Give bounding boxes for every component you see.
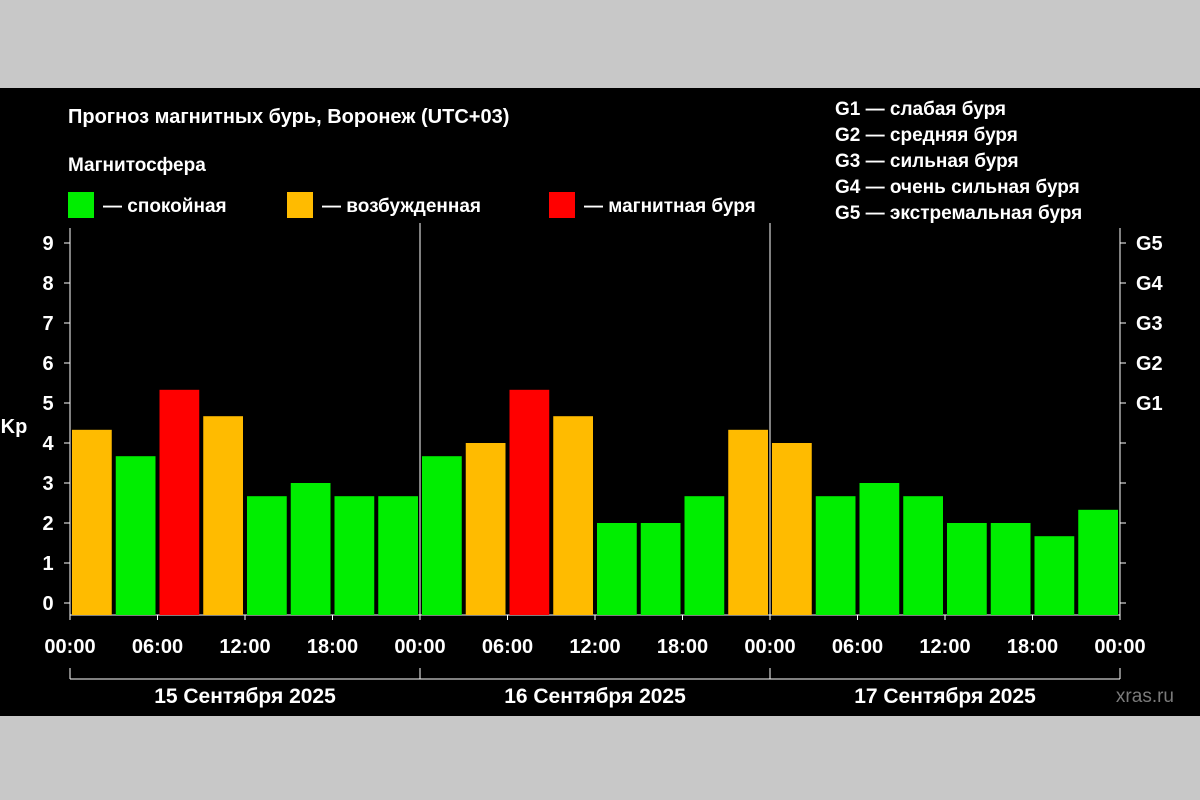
x-tick-label: 00:00 xyxy=(744,636,795,658)
kp-bar xyxy=(684,496,725,615)
kp-bar xyxy=(334,496,375,615)
legend-swatch xyxy=(287,192,313,218)
x-tick-label: 18:00 xyxy=(307,636,358,658)
legend-label: — возбужденная xyxy=(322,196,481,217)
kp-bar xyxy=(72,429,112,615)
x-tick-label: 00:00 xyxy=(1094,636,1145,658)
x-tick-label: 18:00 xyxy=(657,636,708,658)
day-label: 16 Сентября 2025 xyxy=(504,685,686,708)
kp-bar xyxy=(203,416,243,615)
kp-bar xyxy=(465,443,506,615)
right-tick-label: G3 xyxy=(1136,313,1163,335)
right-tick-label: G1 xyxy=(1136,393,1163,415)
kp-bar xyxy=(990,523,1031,615)
kp-bar xyxy=(815,496,856,615)
y-tick-label: 8 xyxy=(42,273,53,295)
y-tick-label: 2 xyxy=(42,513,53,535)
y-tick-label: 4 xyxy=(42,433,54,455)
chart-panel: Прогноз магнитных бурь, Воронеж (UTC+03)… xyxy=(0,88,1200,716)
kp-bar xyxy=(597,523,637,615)
right-tick-label: G5 xyxy=(1136,233,1163,255)
y-tick-label: 0 xyxy=(42,593,53,615)
x-tick-label: 00:00 xyxy=(394,636,445,658)
y-tick-label: 9 xyxy=(42,233,53,255)
legend-swatch xyxy=(68,192,94,218)
x-tick-label: 12:00 xyxy=(919,636,970,658)
g-scale-entry: G1 — слабая буря xyxy=(835,99,1006,120)
kp-bar xyxy=(290,483,331,615)
legend-swatch xyxy=(549,192,575,218)
chart-title: Прогноз магнитных бурь, Воронеж (UTC+03) xyxy=(68,106,509,128)
day-label: 15 Сентября 2025 xyxy=(154,685,336,708)
chart-svg: Прогноз магнитных бурь, Воронеж (UTC+03)… xyxy=(1,99,1174,708)
kp-bar xyxy=(553,416,593,615)
right-tick-label: G2 xyxy=(1136,353,1163,375)
kp-bar xyxy=(728,429,768,615)
y-axis-label: Kp xyxy=(1,416,28,438)
kp-bar xyxy=(859,483,900,615)
right-tick-label: G4 xyxy=(1136,273,1164,295)
kp-bar xyxy=(509,389,550,615)
kp-bar xyxy=(159,389,200,615)
kp-bar xyxy=(772,443,812,615)
g-scale-entry: G2 — средняя буря xyxy=(835,125,1018,146)
x-tick-label: 00:00 xyxy=(44,636,95,658)
y-tick-label: 3 xyxy=(42,473,53,495)
x-tick-label: 06:00 xyxy=(832,636,883,658)
x-tick-label: 12:00 xyxy=(219,636,270,658)
y-tick-label: 7 xyxy=(42,313,53,335)
day-label: 17 Сентября 2025 xyxy=(854,685,1036,708)
watermark: xras.ru xyxy=(1116,686,1174,707)
kp-bar xyxy=(115,456,156,615)
x-tick-label: 12:00 xyxy=(569,636,620,658)
x-tick-label: 18:00 xyxy=(1007,636,1058,658)
kp-bar xyxy=(947,523,987,615)
x-tick-label: 06:00 xyxy=(482,636,533,658)
kp-bar xyxy=(1034,536,1075,615)
kp-bar xyxy=(247,496,287,615)
g-scale-entry: G4 — очень сильная буря xyxy=(835,177,1080,198)
y-tick-label: 6 xyxy=(42,353,53,375)
kp-bar xyxy=(640,523,681,615)
legend-heading: Магнитосфера xyxy=(68,155,206,176)
kp-bar xyxy=(903,496,943,615)
kp-bar xyxy=(422,456,462,615)
kp-bar xyxy=(378,496,418,615)
legend-label: — магнитная буря xyxy=(584,196,756,217)
g-scale-entry: G5 — экстремальная буря xyxy=(835,203,1082,224)
g-scale-entry: G3 — сильная буря xyxy=(835,151,1019,172)
x-tick-label: 06:00 xyxy=(132,636,183,658)
kp-bar xyxy=(1078,509,1118,615)
legend-label: — спокойная xyxy=(103,196,227,217)
y-tick-label: 1 xyxy=(42,553,53,575)
y-tick-label: 5 xyxy=(42,393,53,415)
